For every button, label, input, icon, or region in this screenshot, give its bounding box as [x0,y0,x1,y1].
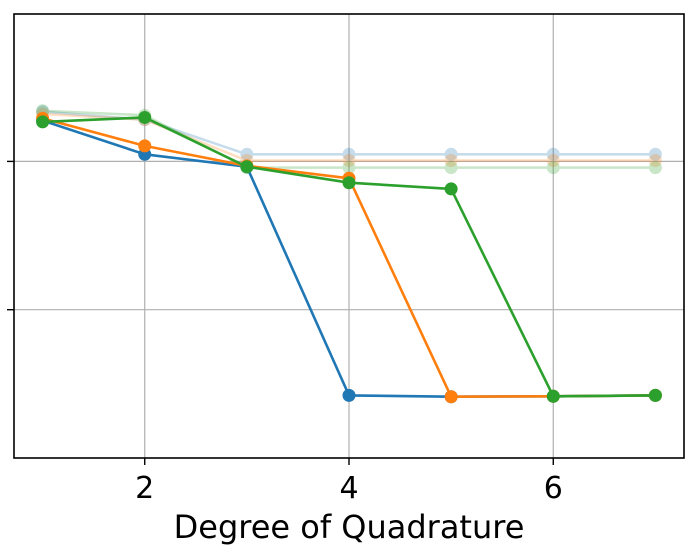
data-point [444,147,458,161]
data-point [444,390,458,404]
data-point [240,160,254,174]
data-point [342,176,356,190]
data-point [36,115,50,129]
main-series-group [36,110,662,404]
x-tick-label: 4 [339,471,358,506]
data-point [648,154,662,168]
data-point [546,389,560,403]
data-point [444,154,458,168]
data-point [138,139,152,153]
data-point [138,110,152,124]
data-point [648,388,662,402]
x-axis-label: Degree of Quadrature [174,508,525,546]
x-tick-label: 2 [135,471,154,506]
data-point [342,388,356,402]
data-point [648,161,662,175]
data-point [342,147,356,161]
data-point [546,161,560,175]
x-tick-label: 6 [544,471,563,506]
data-point [342,154,356,168]
x-ticks: 2 4 6 [7,160,563,506]
data-point [546,154,560,168]
data-point [444,182,458,196]
series-2 [36,110,662,403]
grid [14,14,684,458]
data-point [648,147,662,161]
data-point [342,161,356,175]
data-point [546,147,560,161]
data-point [240,147,254,161]
data-point [444,161,458,175]
